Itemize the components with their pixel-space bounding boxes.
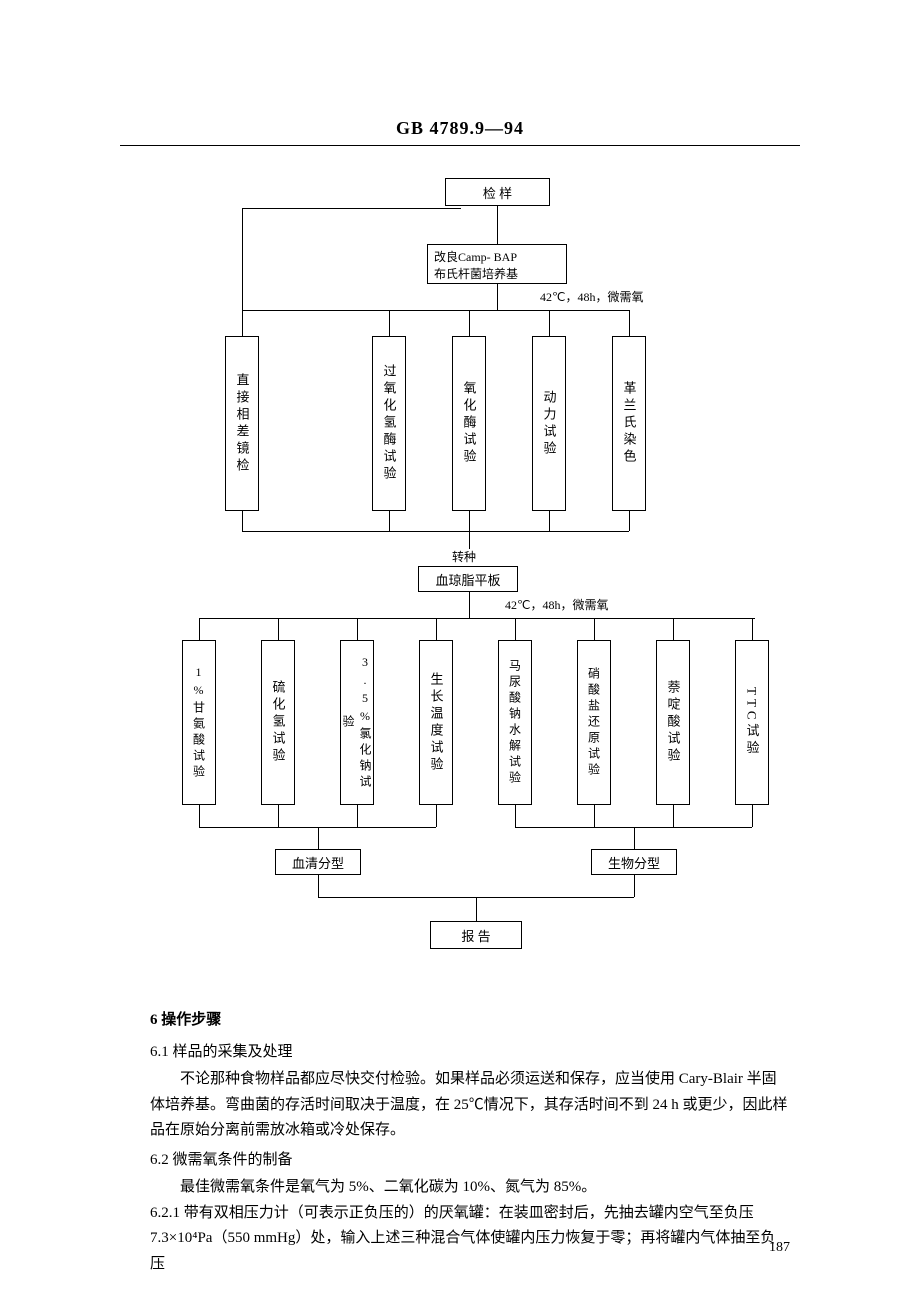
conn — [318, 875, 319, 897]
node-hippurate: 马尿酸钠水解试验 — [498, 640, 532, 805]
drop — [389, 310, 390, 336]
standard-code: GB 4789.9—94 — [0, 0, 920, 139]
drop — [199, 618, 200, 640]
node-microscopy: 直接相差镜检 — [225, 336, 259, 511]
para-6-2: 最佳微需氧条件是氧气为 5%、二氧化碳为 10%、氮气为 85%。 — [150, 1175, 790, 1201]
conn — [318, 827, 319, 849]
header-rule — [120, 145, 800, 146]
node-medium-l1: 改良Camp- BAP — [434, 248, 560, 265]
node-serotyping: 血清分型 — [275, 849, 361, 875]
drop — [594, 618, 595, 640]
node-motility: 动力试验 — [532, 336, 566, 511]
conn — [469, 531, 470, 549]
node-h2s: 硫化氢试验 — [261, 640, 295, 805]
conn — [469, 511, 470, 531]
page: GB 4789.9—94 检 样 改良Camp- BAP 布氏杆菌培养基 42℃… — [0, 0, 920, 1296]
drop — [436, 618, 437, 640]
node-blood-agar-label: 血琼脂平板 — [435, 570, 500, 589]
node-medium: 改良Camp- BAP 布氏杆菌培养基 — [427, 244, 567, 284]
section-6-2: 6.2 微需氧条件的制备 — [150, 1148, 790, 1174]
node-biotyping-label: 生物分型 — [608, 853, 660, 872]
drop — [629, 310, 630, 336]
node-report-label: 报 告 — [461, 926, 490, 945]
drop — [549, 310, 550, 336]
node-ttc: TTC试验 — [735, 640, 769, 805]
conn-left-long — [242, 208, 243, 336]
conn — [515, 805, 516, 827]
node-serotyping-label: 血清分型 — [292, 853, 344, 872]
conn — [469, 592, 470, 618]
node-oxidase: 氧化酶试验 — [452, 336, 486, 511]
para-6-1: 不论那种食物样品都应尽快交付检验。如果样品必须运送和保存，应当使用 Cary-B… — [150, 1067, 790, 1144]
node-glycine: 1%甘氨酸试验 — [182, 640, 216, 805]
section-6-1: 6.1 样品的采集及处理 — [150, 1040, 790, 1066]
node-gram: 革兰氏染色 — [612, 336, 646, 511]
drop — [278, 618, 279, 640]
conn — [634, 875, 635, 897]
node-catalase: 过氧化氢酶试验 — [372, 336, 406, 511]
node-blood-agar: 血琼脂平板 — [418, 566, 518, 592]
conn-left-top — [242, 208, 461, 209]
node-report: 报 告 — [430, 921, 522, 949]
label-cond2: 42℃，48h，微需氧 — [505, 596, 608, 613]
drop — [469, 310, 470, 336]
conn — [497, 284, 498, 310]
conn — [199, 805, 200, 827]
conn — [436, 805, 437, 827]
section-6: 6 操作步骤 — [150, 1008, 790, 1034]
bus-row1 — [242, 310, 629, 311]
conn — [752, 805, 753, 827]
bus-row2 — [199, 618, 755, 619]
section-6-2-1: 6.2.1 带有双相压力计（可表示正负压的）的厌氧罐：在装皿密封后，先抽去罐内空… — [150, 1201, 790, 1278]
node-temp: 生长温度试验 — [419, 640, 453, 805]
node-nacl: 3.5%氯化钠试验 — [340, 640, 374, 805]
conn — [357, 805, 358, 827]
conn — [549, 511, 550, 531]
bus-row1-bottom — [242, 531, 629, 532]
label-transfer: 转种 — [452, 548, 476, 565]
node-nalidixic: 萘啶酸试验 — [656, 640, 690, 805]
node-sample-label: 检 样 — [483, 183, 512, 202]
flowchart: 检 样 改良Camp- BAP 布氏杆菌培养基 42℃，48h，微需氧 直接相差… — [0, 170, 920, 990]
page-number: 187 — [769, 1240, 790, 1256]
conn — [242, 511, 243, 531]
node-nitrate: 硝酸盐还原试验 — [577, 640, 611, 805]
drop — [357, 618, 358, 640]
conn — [476, 897, 477, 921]
conn — [389, 511, 390, 531]
conn — [634, 827, 635, 849]
label-cond1: 42℃，48h，微需氧 — [540, 288, 643, 305]
node-sample: 检 样 — [445, 178, 550, 206]
conn — [278, 805, 279, 827]
drop — [515, 618, 516, 640]
node-biotyping: 生物分型 — [591, 849, 677, 875]
conn — [497, 206, 498, 244]
body-text: 6 操作步骤 6.1 样品的采集及处理 不论那种食物样品都应尽快交付检验。如果样… — [150, 1000, 790, 1277]
node-medium-l2: 布氏杆菌培养基 — [434, 265, 560, 282]
conn — [673, 805, 674, 827]
conn — [629, 511, 630, 531]
drop — [752, 618, 753, 640]
drop — [673, 618, 674, 640]
conn — [594, 805, 595, 827]
